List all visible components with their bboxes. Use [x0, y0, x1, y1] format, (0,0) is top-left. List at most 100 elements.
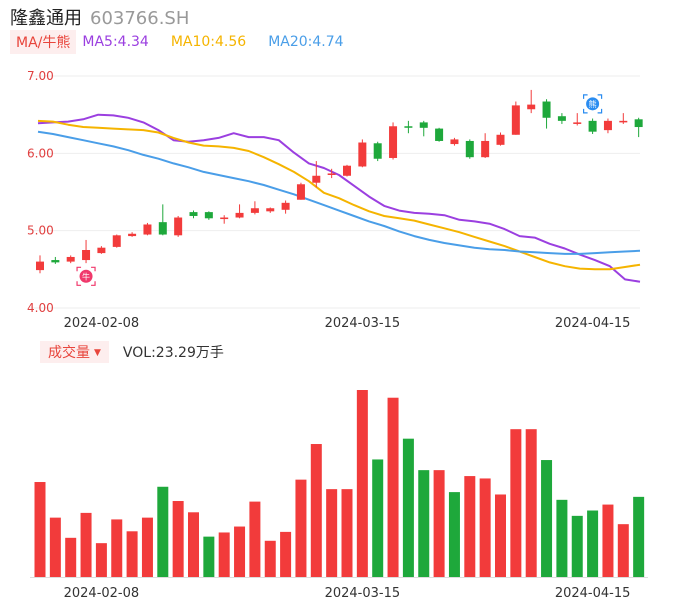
candle-body — [557, 116, 566, 121]
candle — [36, 255, 44, 274]
volume-bar — [633, 496, 645, 577]
volume-bar — [264, 540, 276, 577]
ma5-line — [37, 113, 641, 283]
candle-body — [573, 122, 582, 124]
candle-body — [373, 143, 382, 159]
ma20-line — [37, 130, 641, 255]
volume-bar — [510, 429, 522, 577]
candle — [358, 139, 367, 168]
volume-bar — [541, 460, 553, 577]
volume-bar — [80, 512, 92, 577]
price-x-axis: 2024-02-08 2024-03-15 2024-04-15 — [64, 316, 631, 331]
candle — [419, 120, 428, 137]
volume-bar — [280, 531, 292, 577]
candle-body — [404, 126, 413, 128]
bull-bear-markers: 牛熊 — [76, 94, 603, 286]
candle-body — [435, 128, 444, 141]
candle-body — [419, 122, 428, 128]
candle-body — [266, 208, 275, 212]
marker-bracket — [91, 266, 96, 272]
marker-label: 熊 — [589, 99, 597, 109]
candle-body — [481, 140, 490, 158]
candle-body — [204, 212, 213, 219]
volume-indicator-selector[interactable]: 成交量 ▼ — [40, 341, 109, 363]
candle — [557, 113, 566, 124]
volume-bar — [188, 512, 199, 577]
volume-bar — [249, 501, 261, 577]
ma5-label: MA5:4.34 — [82, 34, 149, 50]
candle — [250, 201, 259, 215]
candle-body — [97, 247, 106, 254]
candle-body — [66, 256, 75, 262]
ma10-label: MA10:4.56 — [170, 34, 247, 50]
price-y-tick: 7.00 — [27, 69, 54, 83]
volume-value: VOL:23.29万手 — [122, 345, 224, 361]
candle — [481, 133, 490, 158]
marker-bracket — [583, 108, 588, 114]
ma-indicator-selector[interactable]: MA/牛熊 — [10, 30, 77, 54]
candle — [51, 256, 60, 264]
candle — [603, 118, 612, 134]
bull-signal-icon[interactable]: 牛 — [76, 266, 96, 286]
volume-x-tick: 2024-02-08 — [64, 586, 140, 601]
candle-body — [51, 260, 60, 263]
candle — [312, 161, 321, 188]
volume-bar — [234, 526, 246, 577]
volume-bar — [65, 537, 77, 577]
price-x-tick: 2024-03-15 — [325, 316, 401, 331]
volume-bar — [34, 482, 46, 577]
candle — [450, 137, 459, 146]
candle — [66, 255, 75, 264]
volume-bar — [372, 459, 384, 577]
volume-bar — [571, 515, 583, 577]
candle-body — [158, 222, 167, 235]
price-x-tick: 2024-02-08 — [64, 316, 140, 331]
marker-bracket — [76, 266, 82, 272]
candle-body — [82, 250, 91, 261]
stock-name: 隆鑫通用 — [10, 8, 82, 29]
candle — [404, 120, 413, 134]
candle-body — [358, 142, 367, 167]
candle-body — [619, 120, 628, 123]
candlesticks — [36, 89, 643, 274]
volume-bar — [495, 494, 506, 577]
moving-average-lines — [37, 113, 641, 283]
candle — [527, 89, 536, 114]
candle-body — [527, 104, 536, 110]
candle — [435, 127, 444, 142]
candle — [82, 239, 91, 264]
candle-body — [343, 165, 351, 176]
candle — [542, 99, 551, 129]
marker-bracket — [91, 281, 96, 286]
volume-bar — [310, 444, 322, 577]
candle-body — [220, 217, 229, 220]
candle — [619, 113, 628, 124]
volume-bar — [448, 492, 460, 577]
candle — [281, 200, 290, 214]
volume-bar — [341, 489, 353, 577]
candle — [158, 204, 167, 236]
price-y-axis: 7.00 6.00 5.00 4.00 — [27, 69, 54, 315]
candle — [573, 113, 582, 126]
marker-bracket — [597, 108, 603, 114]
volume-bar — [464, 476, 476, 577]
marker-label: 牛 — [82, 271, 90, 281]
candle — [220, 215, 229, 224]
marker-bracket — [76, 281, 82, 286]
candle-body — [235, 212, 244, 218]
candle-body — [250, 208, 259, 213]
bear-signal-icon[interactable]: 熊 — [583, 94, 603, 114]
candle — [204, 211, 213, 220]
price-grid — [30, 75, 640, 309]
candle — [112, 234, 121, 248]
volume-bar — [525, 429, 537, 577]
marker-bracket — [583, 94, 588, 99]
marker-badge — [586, 97, 600, 111]
volume-bar — [203, 536, 215, 577]
candle-body — [36, 261, 44, 271]
price-y-tick: 6.00 — [27, 146, 54, 160]
candle-body — [112, 235, 121, 247]
stock-title: 隆鑫通用 603766.SH — [10, 4, 189, 30]
candle — [235, 204, 244, 219]
candle — [634, 117, 643, 138]
